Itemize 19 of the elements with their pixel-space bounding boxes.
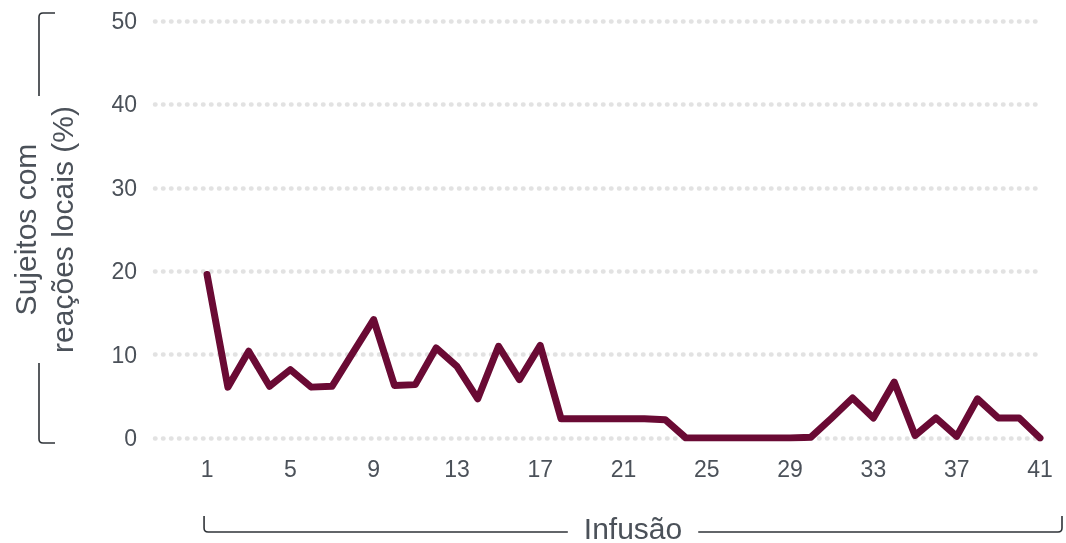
- x-tick-label: 33: [860, 455, 887, 482]
- y-tick-label: 20: [111, 258, 137, 285]
- x-tick-label: 25: [694, 455, 720, 482]
- x-tick-label: 1: [200, 455, 214, 482]
- y-tick-label: 30: [111, 174, 137, 201]
- y-tick-label: 10: [111, 341, 137, 368]
- x-tick-label: 29: [777, 455, 803, 482]
- y-tick-label: 40: [111, 91, 137, 118]
- x-tick-label: 41: [1027, 455, 1053, 482]
- y-axis-title: Sujeitos com reações locais (%): [9, 106, 79, 353]
- x-tick-label: 21: [610, 455, 637, 482]
- x-axis-title: Infusão: [583, 511, 683, 543]
- x-tick-label: 5: [283, 455, 297, 482]
- y-tick-label: 0: [124, 425, 137, 451]
- x-tick-label: 9: [367, 455, 381, 482]
- x-tick-label: 37: [943, 455, 970, 482]
- x-tick-label: 13: [444, 455, 470, 482]
- x-tick-label: 17: [527, 455, 554, 482]
- y-tick-label: 50: [111, 8, 137, 34]
